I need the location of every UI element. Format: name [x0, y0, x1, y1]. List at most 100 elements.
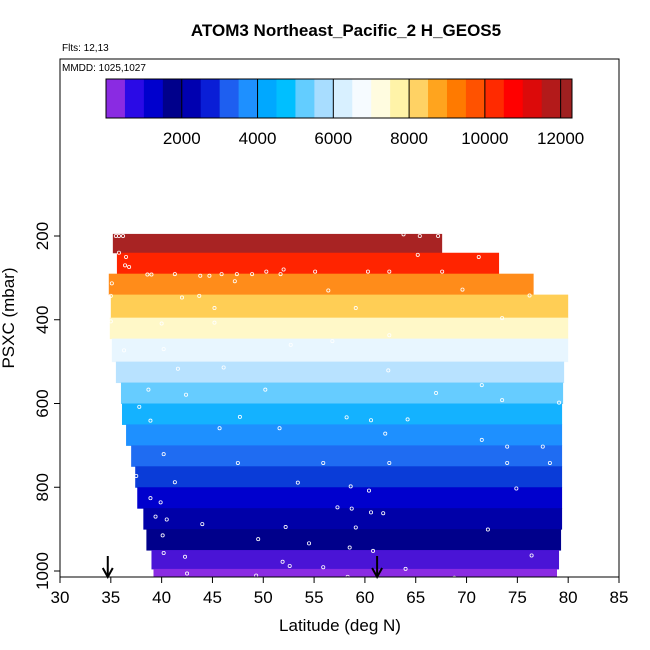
flight-point — [124, 254, 129, 259]
heatmap-bands — [108, 233, 569, 577]
flight-point — [370, 576, 372, 577]
flight-point — [264, 269, 269, 274]
flight-point — [185, 571, 190, 576]
y-tick-label: 800 — [33, 473, 52, 501]
colorbar-tick-label: 2000 — [163, 129, 201, 148]
flight-point — [108, 293, 113, 298]
colorbar-segment — [124, 79, 145, 118]
flight-point — [386, 368, 391, 373]
flight-point — [440, 269, 445, 274]
y-tick-label: 600 — [33, 389, 52, 417]
heatmap-band-2 — [116, 252, 500, 275]
flight-point — [161, 550, 166, 555]
flight-point — [207, 273, 212, 278]
flight-point — [500, 398, 505, 403]
colorbar-segment — [238, 79, 259, 118]
colorbar-segment — [295, 79, 315, 118]
flight-point — [479, 383, 484, 388]
colorbar-segment — [143, 79, 164, 118]
flight-point — [287, 563, 292, 568]
flight-point — [164, 517, 169, 522]
flight-point — [127, 264, 132, 269]
flight-point — [109, 281, 114, 286]
flight-point — [529, 553, 534, 558]
flight-point — [434, 391, 439, 396]
flight-point — [148, 418, 153, 423]
flight-point — [217, 426, 222, 431]
y-axis-label: PSXC (mbar) — [0, 267, 18, 368]
flight-point — [172, 480, 177, 485]
flight-point — [403, 566, 408, 571]
colorbar-tick-label: 10000 — [461, 129, 508, 148]
flight-point — [146, 387, 151, 392]
colorbar-tick-label: 8000 — [390, 129, 428, 148]
flight-point — [514, 486, 519, 491]
flight-point — [198, 273, 203, 278]
flight-point — [369, 510, 374, 515]
flight-point — [387, 269, 392, 274]
colorbar-segment — [162, 79, 183, 118]
flight-point — [540, 444, 545, 449]
flight-point — [460, 287, 465, 292]
flight-point — [254, 573, 259, 577]
x-axis-label: Latitude (deg N) — [279, 616, 401, 635]
heatmap-band-16 — [151, 550, 560, 570]
flight-point — [321, 460, 326, 465]
flight-point — [183, 554, 188, 559]
x-tick-label: 85 — [610, 588, 629, 607]
flight-point — [295, 480, 300, 485]
colorbar-segment — [371, 79, 391, 118]
y-tick-label: 1000 — [33, 552, 52, 590]
heatmap-band-8 — [120, 382, 564, 404]
colorbar-segment — [106, 79, 126, 118]
flight-point — [184, 392, 189, 397]
flight-point — [417, 233, 422, 238]
flight-point — [366, 488, 371, 493]
x-tick-label: 75 — [508, 588, 527, 607]
x-tick-label: 55 — [305, 588, 324, 607]
x-tick-label: 50 — [254, 588, 273, 607]
flight-point — [159, 321, 164, 326]
flight-point — [335, 505, 340, 510]
flight-point — [219, 272, 224, 277]
colorbar-segment — [200, 79, 221, 118]
flight-point — [371, 548, 376, 553]
flight-point — [326, 288, 331, 293]
y-tick-label: 400 — [33, 306, 52, 334]
heatmap-band-17 — [153, 568, 558, 577]
flight-point — [148, 496, 153, 501]
flight-point — [330, 339, 335, 344]
heatmap-band-4 — [110, 294, 569, 319]
flight-point — [344, 415, 349, 420]
flights-annotation: Flts: 12,13 — [62, 43, 109, 54]
heatmap-band-6 — [111, 338, 569, 363]
flight-point — [348, 484, 353, 489]
flight-point — [527, 293, 532, 298]
flight-point — [221, 365, 226, 370]
colorbar-segments — [106, 79, 573, 118]
flight-point — [175, 366, 180, 371]
flight-point — [212, 320, 217, 325]
down-arrow-icon — [371, 556, 383, 580]
flight-point — [452, 575, 457, 577]
x-tick-label: 45 — [203, 588, 222, 607]
y-axis: 200 400 600 800 1000 — [33, 222, 61, 590]
flight-point — [353, 525, 358, 530]
flight-point — [237, 414, 242, 419]
flight-point — [149, 272, 154, 277]
flight-point — [436, 233, 441, 238]
colorbar-segment — [522, 79, 543, 118]
flight-point — [383, 431, 388, 436]
flight-point — [161, 347, 166, 352]
colorbar-tick-label: 12000 — [537, 129, 584, 148]
flight-point — [365, 269, 370, 274]
flight-point — [256, 537, 261, 542]
flight-point — [353, 306, 358, 311]
colorbar-tick-label: 4000 — [239, 129, 277, 148]
x-tick-label: 35 — [101, 588, 120, 607]
flight-point — [479, 437, 484, 442]
x-tick-label: 30 — [51, 588, 70, 607]
down-arrow-icon — [101, 556, 114, 580]
x-axis: 30 35 40 45 50 55 60 65 70 75 80 85 — [51, 576, 629, 607]
x-tick-label: 80 — [559, 588, 578, 607]
